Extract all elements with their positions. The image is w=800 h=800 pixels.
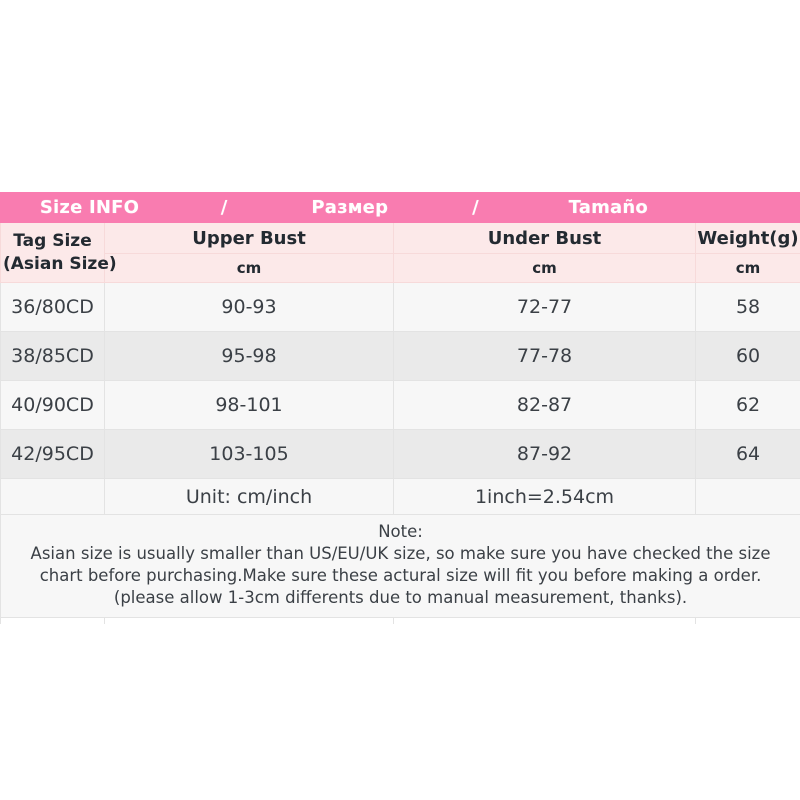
tail-cell-2: [104, 617, 394, 626]
unit-row: Unit: cm/inch 1inch=2.54cm: [0, 478, 800, 515]
cell-upper-bust: 103-105: [104, 429, 394, 479]
banner-cell-right: [695, 192, 800, 223]
table-row: 42/95CD 103-105 87-92 64: [0, 429, 800, 479]
cell-weight: 64: [695, 429, 800, 479]
cell-weight: 58: [695, 282, 800, 332]
cell-tag-size: 42/95CD: [0, 429, 105, 479]
table-row: 36/80CD 90-93 72-77 58: [0, 282, 800, 332]
cell-under-bust: 72-77: [392, 282, 697, 332]
unit-label: Unit: cm/inch: [104, 478, 394, 515]
cell-upper-bust: 90-93: [104, 282, 394, 332]
header-under-bust: Under Bust: [392, 222, 697, 254]
note-row: Note: Asian size is usually smaller than…: [0, 513, 800, 619]
unit-conversion: 1inch=2.54cm: [392, 478, 697, 515]
tail-cell-3: [392, 617, 697, 626]
note-body: Asian size is usually smaller than US/EU…: [30, 544, 771, 608]
header-tag-size-line2: (Asian Size): [3, 253, 117, 274]
cell-weight: 60: [695, 331, 800, 381]
cell-upper-bust: 98-101: [104, 380, 394, 430]
note-cell: Note: Asian size is usually smaller than…: [0, 513, 800, 619]
header-tag-size: Tag Size (Asian Size): [0, 222, 117, 283]
note-title: Note:: [378, 522, 423, 541]
banner-label-es: Tamaño: [568, 197, 648, 218]
cell-tag-size: 38/85CD: [0, 331, 105, 381]
banner-cell: Size INFO / Размер / Tamaño: [0, 192, 697, 223]
subheader-main-row: Tag Size (Asian Size) Upper Bust Under B…: [0, 222, 800, 283]
cell-under-bust: 82-87: [392, 380, 697, 430]
table-row: 40/90CD 98-101 82-87 62: [0, 380, 800, 430]
cell-upper-bust: 95-98: [104, 331, 394, 381]
header-weight: Weight(g): [695, 222, 800, 254]
tail-cell-4: [695, 617, 800, 626]
banner-separator-1: /: [220, 197, 228, 218]
banner-separator-2: /: [472, 197, 479, 218]
header-weight-unit: cm: [695, 253, 800, 283]
banner-label-ru: Размер: [311, 197, 389, 218]
subheader-unit-row: cm cm cm: [1, 253, 800, 283]
cell-under-bust: 87-92: [392, 429, 697, 479]
header-upper-bust-unit: cm: [104, 253, 394, 283]
table-row: 38/85CD 95-98 77-78 60: [0, 331, 800, 381]
cell-weight: 62: [695, 380, 800, 430]
header-under-bust-unit: cm: [392, 253, 697, 283]
table-bottom-row: [0, 617, 800, 626]
header-upper-bust: Upper Bust: [104, 222, 394, 254]
tail-cell-1: [0, 617, 105, 626]
unit-row-spacer-left: [0, 478, 105, 515]
cell-under-bust: 77-78: [392, 331, 697, 381]
header-tag-size-line1: Tag Size: [13, 230, 92, 251]
banner-inner: Size INFO / Размер / Tamaño: [1, 193, 695, 222]
banner-row: Size INFO / Размер / Tamaño: [0, 192, 800, 223]
cell-tag-size: 40/90CD: [0, 380, 105, 430]
banner-label-en: Size INFO: [39, 197, 140, 218]
cell-tag-size: 36/80CD: [0, 282, 105, 332]
unit-row-spacer-right: [695, 478, 800, 515]
note-block: Note: Asian size is usually smaller than…: [11, 521, 790, 609]
size-chart-table: Size INFO / Размер / Tamaño Tag Size (As…: [0, 192, 800, 626]
